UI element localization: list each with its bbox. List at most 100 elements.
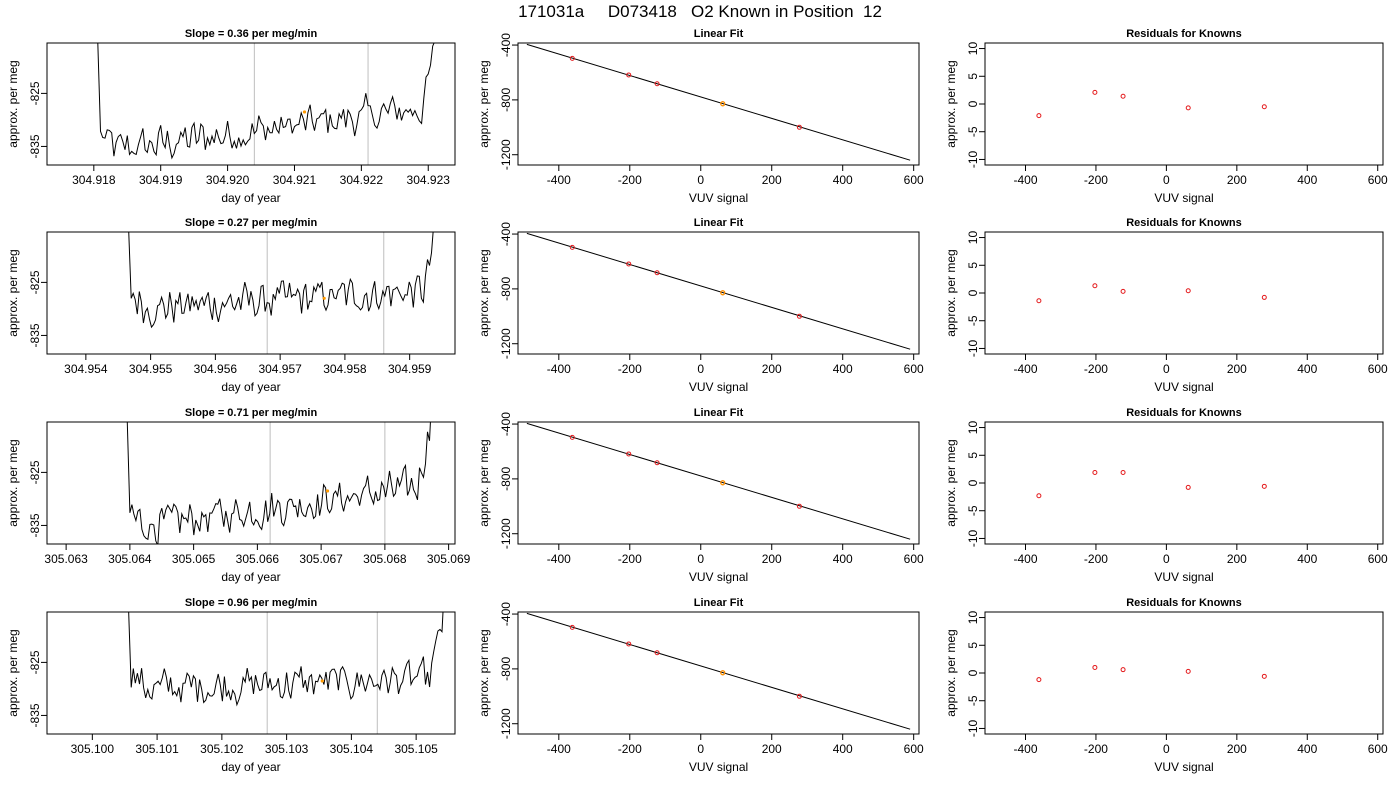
y-tick-label: -5 bbox=[966, 695, 980, 706]
x-axis-label: VUV signal bbox=[1154, 380, 1213, 394]
x-tick-label: 304.957 bbox=[258, 362, 302, 376]
y-axis-label: approx. per meg bbox=[6, 249, 20, 336]
x-axis-label: day of year bbox=[221, 191, 280, 205]
y-tick-label: 10 bbox=[966, 42, 980, 56]
y-tick-label: -1200 bbox=[499, 518, 513, 549]
x-tick-label: -200 bbox=[618, 362, 642, 376]
plot-frame bbox=[984, 231, 1384, 355]
y-tick-label: -800 bbox=[499, 88, 513, 112]
x-tick-label: 305.105 bbox=[394, 742, 438, 756]
known-point bbox=[796, 693, 802, 699]
x-axis-label: day of year bbox=[221, 570, 280, 584]
y-tick-label: -400 bbox=[499, 222, 513, 246]
x-tick-label: 305.063 bbox=[44, 552, 88, 566]
plot-frame bbox=[46, 231, 456, 355]
residual-point bbox=[1185, 288, 1191, 294]
resid-panel-1: Residuals for Knowns -400 -200 0 200 400 600 -1… bbox=[944, 28, 1388, 205]
panel-title: Slope = 0.71 per meg/min bbox=[185, 407, 318, 419]
signal-trace-line bbox=[126, 422, 431, 544]
x-tick-label: 400 bbox=[833, 362, 853, 376]
x-tick-label: 304.919 bbox=[139, 173, 183, 187]
x-tick-label: -200 bbox=[1084, 173, 1108, 187]
plot-frame bbox=[46, 42, 456, 166]
y-tick-label: -10 bbox=[966, 529, 980, 547]
x-tick-label: -400 bbox=[547, 362, 571, 376]
x-tick-label: 600 bbox=[904, 173, 924, 187]
trace-panel-4: Slope = 0.96 per meg/min 305.100 305.101 30… bbox=[6, 597, 456, 774]
y-tick-label: 10 bbox=[966, 231, 980, 245]
x-tick-label: 304.955 bbox=[129, 362, 173, 376]
x-tick-label: 304.923 bbox=[407, 173, 451, 187]
x-tick-label: 305.065 bbox=[172, 552, 216, 566]
x-tick-label: 305.068 bbox=[363, 552, 407, 566]
x-tick-label: 304.918 bbox=[72, 173, 116, 187]
panel-title: Slope = 0.36 per meg/min bbox=[185, 28, 318, 40]
x-tick-label: 305.100 bbox=[71, 742, 115, 756]
x-axis-label: VUV signal bbox=[689, 570, 748, 584]
x-tick-label: 305.064 bbox=[108, 552, 152, 566]
y-tick-label: -5 bbox=[966, 505, 980, 516]
x-tick-label: -400 bbox=[1013, 552, 1037, 566]
residual-point bbox=[1036, 298, 1042, 304]
x-tick-label: 304.956 bbox=[194, 362, 238, 376]
plot-area bbox=[1036, 283, 1267, 304]
x-tick-label: -200 bbox=[618, 742, 642, 756]
panel-title: Linear Fit bbox=[694, 407, 744, 419]
plot-area bbox=[1036, 664, 1267, 683]
plot-frame bbox=[517, 42, 920, 166]
y-tick-label: -835 bbox=[28, 134, 42, 158]
y-axis-label: approx. per meg bbox=[944, 249, 958, 336]
residual-point bbox=[1036, 493, 1042, 499]
y-axis-label: approx. per meg bbox=[6, 439, 20, 526]
trace-panel-1: Slope = 0.36 per meg/min 304.918 304.919 30… bbox=[6, 28, 456, 205]
highlight-point bbox=[325, 489, 330, 493]
residual-point bbox=[1261, 294, 1267, 300]
highlight-point bbox=[720, 290, 726, 296]
x-tick-label: 305.103 bbox=[265, 742, 309, 756]
x-tick-label: 304.958 bbox=[323, 362, 367, 376]
plot-area bbox=[1036, 469, 1267, 499]
known-point bbox=[654, 81, 660, 87]
y-tick-label: -835 bbox=[28, 323, 42, 347]
x-axis-label: VUV signal bbox=[1154, 191, 1213, 205]
known-point bbox=[626, 451, 632, 457]
x-tick-label: 200 bbox=[1227, 362, 1247, 376]
y-tick-label: -800 bbox=[499, 277, 513, 301]
x-tick-label: 600 bbox=[904, 742, 924, 756]
figure-title: 171031a D073418 O2 Known in Position 12 bbox=[518, 2, 882, 21]
plot-frame bbox=[46, 421, 456, 545]
known-point bbox=[626, 641, 632, 647]
y-tick-label: -1200 bbox=[499, 328, 513, 359]
x-tick-label: 600 bbox=[1368, 552, 1388, 566]
known-point bbox=[569, 434, 575, 440]
panel-title: Linear Fit bbox=[694, 597, 744, 609]
x-tick-label: -400 bbox=[1013, 742, 1037, 756]
residual-point bbox=[1120, 469, 1126, 475]
x-tick-label: 305.066 bbox=[236, 552, 280, 566]
x-tick-label: 200 bbox=[762, 173, 782, 187]
residual-point bbox=[1092, 664, 1098, 670]
x-tick-label: 200 bbox=[1227, 173, 1247, 187]
y-tick-label: 5 bbox=[966, 642, 980, 649]
residual-point bbox=[1092, 89, 1098, 95]
x-tick-label: 305.102 bbox=[200, 742, 244, 756]
x-axis-label: day of year bbox=[221, 760, 280, 774]
x-tick-label: 0 bbox=[697, 362, 704, 376]
known-point bbox=[654, 460, 660, 466]
y-axis-label: approx. per meg bbox=[477, 629, 491, 716]
panel-title: Slope = 0.96 per meg/min bbox=[185, 597, 318, 609]
y-axis-label: approx. per meg bbox=[944, 60, 958, 147]
y-axis-label: approx. per meg bbox=[944, 629, 958, 716]
residual-point bbox=[1185, 484, 1191, 490]
x-tick-label: 0 bbox=[697, 173, 704, 187]
y-tick-label: -5 bbox=[966, 126, 980, 137]
residual-point bbox=[1120, 667, 1126, 673]
known-point bbox=[654, 270, 660, 276]
panel-title: Linear Fit bbox=[694, 217, 744, 229]
plot-area bbox=[526, 232, 911, 350]
plot-area bbox=[1036, 89, 1267, 119]
panel-title: Slope = 0.27 per meg/min bbox=[185, 217, 318, 229]
x-tick-label: 304.921 bbox=[273, 173, 317, 187]
plot-area bbox=[128, 612, 444, 734]
